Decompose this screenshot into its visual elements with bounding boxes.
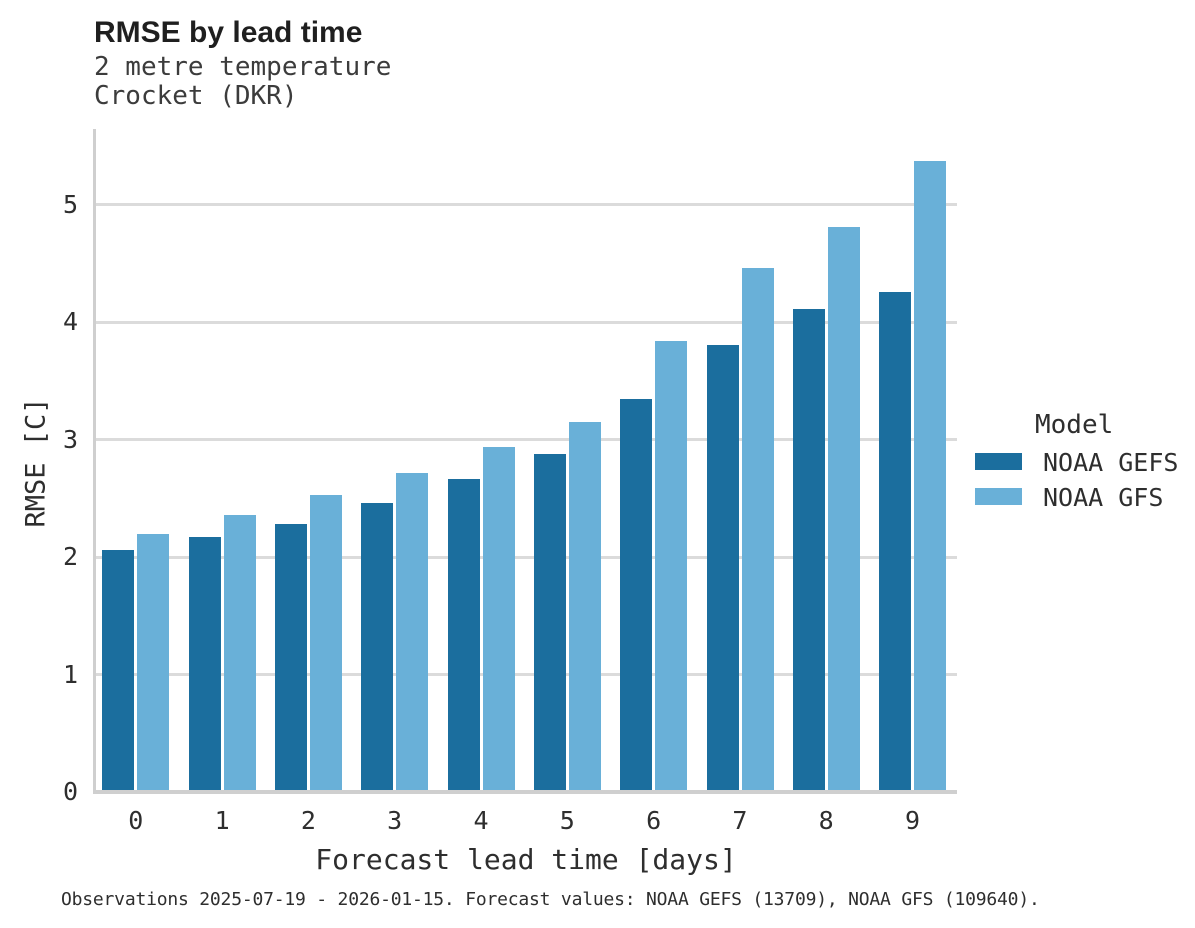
- x-tick-label-3: 3: [387, 806, 403, 835]
- legend-swatch-noaa-gfs: [975, 488, 1022, 505]
- x-tick-label-7: 7: [732, 806, 748, 835]
- y-axis-title: RMSE [C]: [20, 397, 52, 528]
- bar-noaa-gfs-lead-3: [396, 472, 429, 790]
- bar-noaa-gfs-lead-8: [827, 227, 860, 790]
- x-tick-label-9: 9: [904, 806, 921, 835]
- gridline-y-2: [95, 555, 957, 559]
- bar-noaa-gfs-lead-6: [655, 341, 688, 790]
- legend-label-noaa-gfs: NOAA GFS: [1043, 483, 1164, 512]
- x-tick-label-4: 4: [473, 806, 489, 835]
- bar-noaa-gefs-lead-9: [879, 291, 912, 790]
- x-tick-label-8: 8: [818, 806, 834, 835]
- gridline-y-5: [95, 203, 957, 206]
- gridline-y-3: [95, 438, 957, 441]
- x-tick-label-6: 6: [646, 806, 662, 835]
- bar-noaa-gefs-lead-5: [533, 453, 566, 790]
- legend-label-noaa-gefs: NOAA GEFS: [1043, 448, 1179, 477]
- legend-title: Model: [1035, 410, 1114, 440]
- bar-noaa-gefs-lead-2: [275, 524, 307, 790]
- x-tick-label-1: 1: [214, 806, 230, 835]
- bar-noaa-gfs-lead-2: [310, 495, 342, 790]
- bar-noaa-gefs-lead-4: [447, 478, 480, 790]
- y-tick-label-5: 5: [62, 189, 78, 219]
- bar-noaa-gfs-lead-5: [568, 422, 601, 790]
- legend-swatch-noaa-gefs: [975, 453, 1022, 470]
- y-axis-line: [93, 129, 96, 794]
- bar-noaa-gefs-lead-6: [620, 398, 653, 790]
- bar-noaa-gefs-lead-7: [706, 344, 739, 790]
- bar-noaa-gfs-lead-1: [223, 515, 256, 790]
- y-tick-label-1: 1: [62, 659, 78, 689]
- bar-noaa-gefs-lead-0: [102, 550, 135, 790]
- gridline-y-1: [95, 673, 957, 676]
- y-tick-label-2: 2: [62, 542, 78, 571]
- chart-title: RMSE by lead time: [94, 16, 363, 49]
- chart-subtitle-line-1: 2 metre temperature: [94, 52, 392, 82]
- bar-noaa-gefs-lead-8: [792, 309, 825, 790]
- x-axis-line: [93, 790, 957, 794]
- bar-noaa-gefs-lead-3: [361, 503, 394, 790]
- gridline-y-4: [95, 320, 957, 324]
- x-tick-label-2: 2: [300, 806, 316, 835]
- bar-noaa-gfs-lead-0: [137, 533, 170, 790]
- bar-noaa-gfs-lead-4: [482, 446, 515, 790]
- y-tick-label-3: 3: [62, 424, 78, 454]
- caption: Observations 2025-07-19 - 2026-01-15. Fo…: [61, 889, 1040, 910]
- y-tick-label-0: 0: [62, 777, 78, 806]
- y-tick-label-4: 4: [62, 307, 78, 336]
- bar-noaa-gfs-lead-9: [914, 161, 947, 790]
- chart-subtitle-line-2: Crocket (DKR): [94, 81, 298, 111]
- x-axis-title: Forecast lead time [days]: [315, 843, 737, 876]
- x-tick-label-0: 0: [128, 806, 144, 835]
- bar-noaa-gefs-lead-1: [188, 537, 221, 790]
- bar-noaa-gfs-lead-7: [741, 268, 774, 790]
- x-tick-label-5: 5: [559, 806, 575, 835]
